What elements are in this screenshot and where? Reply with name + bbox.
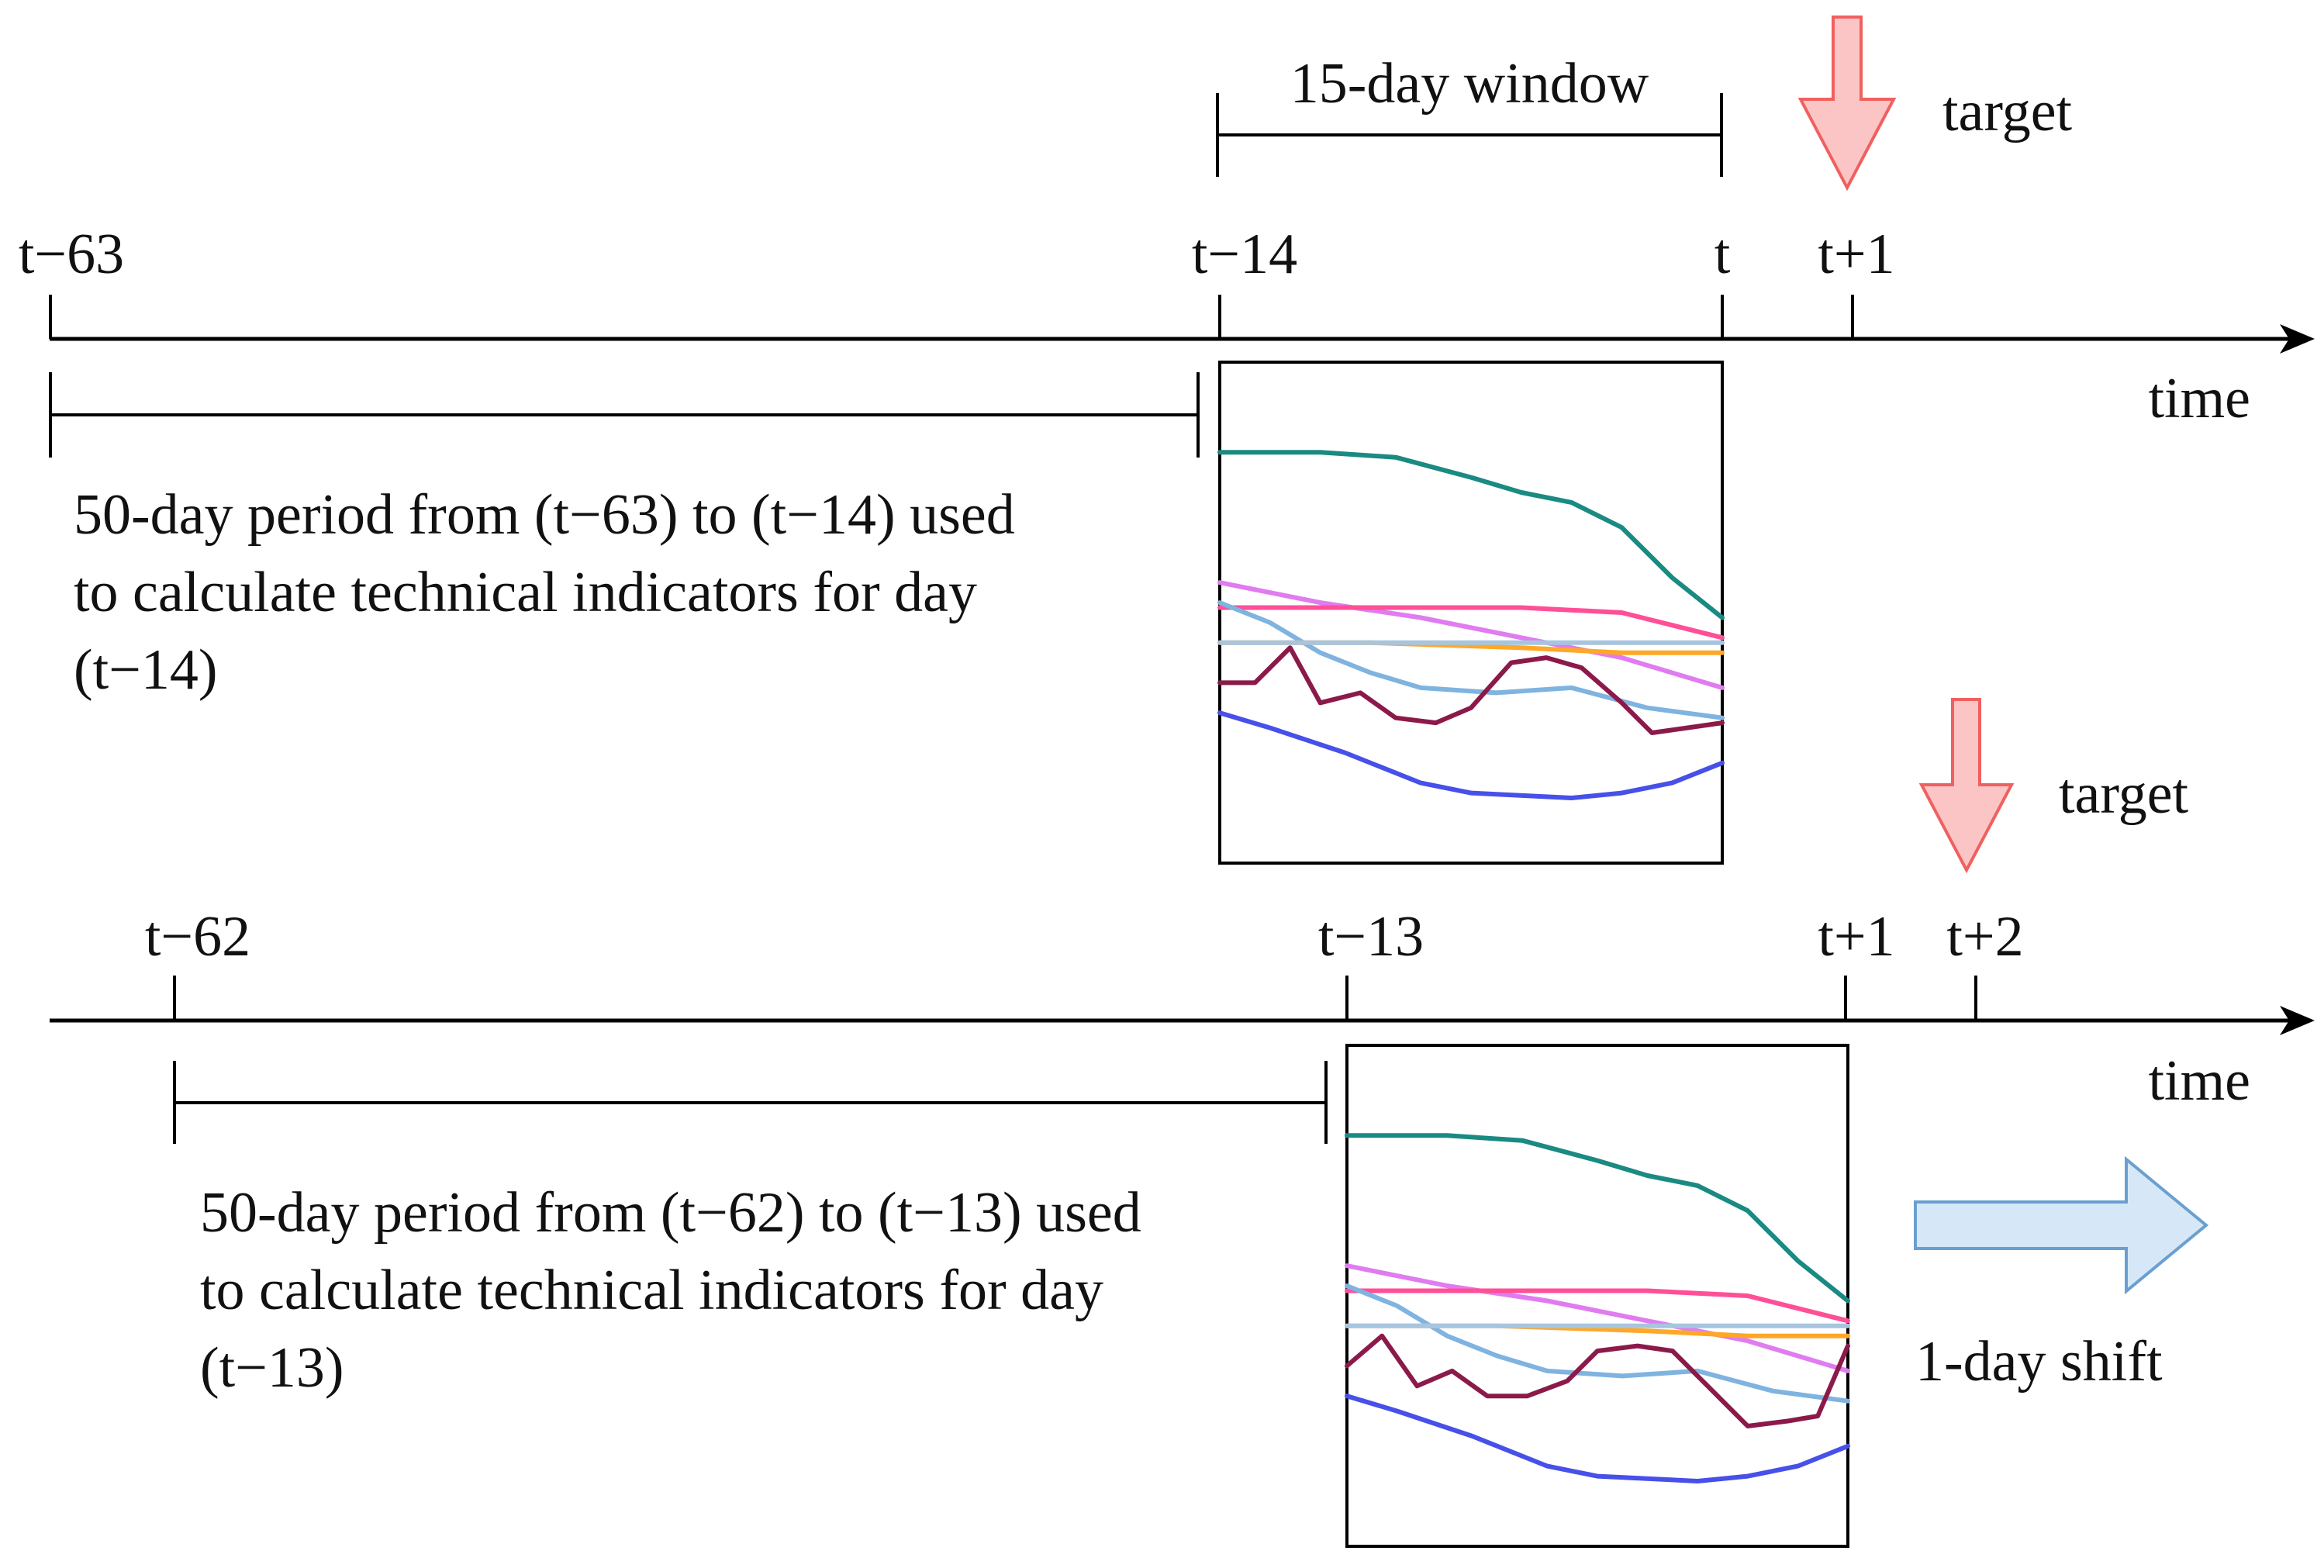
indicator-line-pink-2 [1345, 1288, 1850, 1324]
indicator-line-pink-1 [1217, 605, 1725, 641]
tick-label-t-plus-2: t+2 [1946, 905, 2023, 969]
indicator-line-teal-2 [1345, 1133, 1850, 1304]
tick-label-t-plus-1: t+1 [1818, 223, 1894, 286]
target-label-2: target [2059, 762, 2189, 826]
tick-label-t-plus-1-row2: t+1 [1818, 905, 1894, 969]
indicator-line-blue-2 [1345, 1394, 1850, 1483]
axis-label-time-1: time [2148, 367, 2250, 430]
ticks-1 [49, 295, 1854, 339]
timeline-arrowhead-2 [2280, 1006, 2315, 1035]
timeline-arrowhead-1 [2280, 324, 2315, 354]
ticks-2 [173, 976, 1977, 1021]
period-text-1-line3: (t−14) [74, 638, 218, 702]
period-bracket-2 [173, 1061, 1328, 1144]
period-text-1-line2: to calculate technical indicators for da… [74, 561, 977, 624]
indicator-lines-1 [1217, 450, 1725, 800]
window-label: 15-day window [1290, 52, 1649, 116]
period-text-1-line1: 50-day period from (t−63) to (t−14) used [74, 483, 1015, 547]
indicator-line-violet-1 [1217, 580, 1725, 690]
tick-label-t: t [1715, 223, 1731, 286]
indicator-lines-2 [1345, 1133, 1850, 1483]
period-bracket-1 [49, 372, 1200, 458]
indicator-line-maroon-2 [1345, 1333, 1850, 1428]
indicator-line-light-blue-2 [1345, 1283, 1850, 1404]
indicator-panel-1 [1218, 361, 1724, 865]
tick-label-t-62: t−62 [145, 905, 250, 969]
target-label-1: target [1942, 80, 2073, 143]
period-text-2-line1: 50-day period from (t−62) to (t−13) used [200, 1181, 1141, 1245]
target-arrow-2 [1918, 698, 2015, 874]
indicator-panel-2 [1345, 1044, 1849, 1548]
indicator-line-teal-1 [1217, 450, 1725, 620]
period-text-2-line3: (t−13) [200, 1336, 344, 1400]
target-arrow-1 [1797, 16, 1897, 192]
shift-label: 1-day shift [1915, 1330, 2163, 1394]
axis-label-time-2: time [2148, 1049, 2250, 1113]
tick-label-t-63: t−63 [19, 223, 124, 286]
indicator-line-blue-1 [1217, 710, 1725, 800]
indicator-line-violet-2 [1345, 1263, 1850, 1373]
indicator-line-maroon-1 [1217, 645, 1725, 735]
tick-label-t-14: t−14 [1192, 223, 1297, 286]
shift-arrow [1914, 1155, 2209, 1295]
window-bracket [1216, 93, 1723, 177]
tick-label-t-13: t−13 [1318, 905, 1424, 969]
period-text-2-line2: to calculate technical indicators for da… [200, 1259, 1103, 1322]
